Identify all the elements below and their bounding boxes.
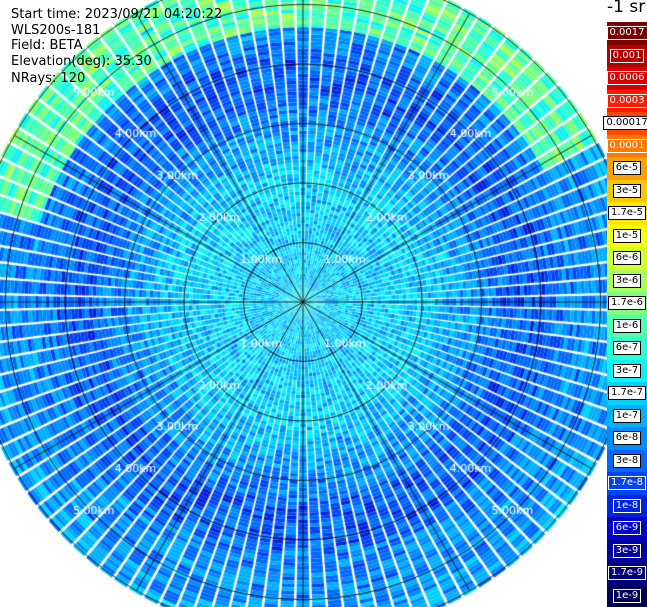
colorbar-tick-label: 1e-9: [612, 588, 642, 603]
colorbar-tick-label: 6e-5: [612, 161, 642, 176]
colorbar-bin: 3e-9: [607, 539, 647, 562]
colorbar-bin: 0.0003: [606, 89, 647, 112]
nrays-label: NRays: 120: [11, 71, 86, 86]
colorbar-bin: 1e-6: [607, 314, 647, 337]
colorbar-bin: 3e-5: [607, 179, 647, 202]
colorbar-tick-label: 3e-9: [612, 543, 642, 558]
colorbar-tick-label: 1.7e-5: [607, 206, 647, 221]
colorbar-bin: 3e-7: [607, 359, 647, 382]
colorbar-unit: -1 sr: [607, 0, 646, 17]
colorbar-bin: 6e-9: [607, 517, 647, 540]
colorbar-bin: 0.0001: [606, 134, 647, 157]
colorbar-bin: 3e-6: [607, 269, 647, 292]
colorbar-tick-label: 1.7e-7: [607, 386, 647, 401]
colorbar-bin: 0.001: [607, 44, 647, 67]
colorbar-tick-label: 1.7e-8: [607, 476, 647, 491]
colorbar-bin: 0.0006: [606, 67, 647, 90]
colorbar-tick-label: 3e-5: [612, 183, 642, 198]
colorbar-bin: 0.00017: [603, 112, 647, 135]
colorbar-tick-label: 0.0017: [606, 26, 647, 41]
colorbar-tick-label: 1.7e-9: [607, 566, 647, 581]
colorbar-bin: 6e-6: [607, 247, 647, 270]
colorbar-bin: 3e-8: [607, 449, 647, 472]
colorbar-bin: 1e-7: [607, 404, 647, 427]
colorbar-tick-label: 3e-6: [612, 273, 642, 288]
colorbar-bin: 1e-8: [607, 494, 647, 517]
colorbar-bin: 6e-5: [607, 157, 647, 180]
colorbar-bin: 1.7e-8: [607, 472, 647, 495]
colorbar-tick-label: 0.0006: [606, 71, 647, 86]
field-label: Field: BETA: [11, 38, 83, 53]
start-time-label: Start time: 2023/09/21 04:20:22: [11, 7, 223, 22]
colorbar-tick-label: 0.001: [609, 48, 645, 63]
colorbar-tick-label: 1e-6: [612, 318, 642, 333]
colorbar-bin: 1.7e-5: [607, 202, 647, 225]
instrument-label: WLS200s-181: [11, 23, 101, 38]
colorbar-tick-label: 0.00017: [603, 116, 647, 131]
colorbar-bin: 6e-7: [607, 337, 647, 360]
colorbar-tick-label: 0.0003: [606, 93, 647, 108]
colorbar-tick-label: 6e-8: [612, 431, 642, 446]
colorbar-bin: 1e-5: [607, 224, 647, 247]
elevation-label: Elevation(deg): 35.30: [11, 54, 152, 69]
colorbar-bin: 1.7e-6: [607, 292, 647, 315]
colorbar-tick-label: 1e-5: [612, 228, 642, 243]
colorbar-tick-label: 3e-7: [612, 363, 642, 378]
colorbar-tick-label: 1.7e-6: [607, 296, 647, 311]
colorbar-bin: 6e-8: [607, 427, 647, 450]
colorbar-tick-label: 1e-8: [612, 498, 642, 513]
colorbar-tick-label: 6e-9: [612, 521, 642, 536]
colorbar-tick-label: 0.0001: [606, 138, 647, 153]
colorbar-bin: 1e-9: [607, 584, 647, 607]
colorbar-bin: 1.7e-7: [607, 382, 647, 405]
colorbar-tick-label: 1e-7: [612, 408, 642, 423]
colorbar-bin: 1.7e-9: [607, 562, 647, 585]
colorbar-tick-label: 6e-7: [612, 341, 642, 356]
colorbar-tick-label: 3e-8: [612, 453, 642, 468]
colorbar-bin: 0.0017: [606, 22, 647, 45]
colorbar-tick-label: 6e-6: [612, 251, 642, 266]
